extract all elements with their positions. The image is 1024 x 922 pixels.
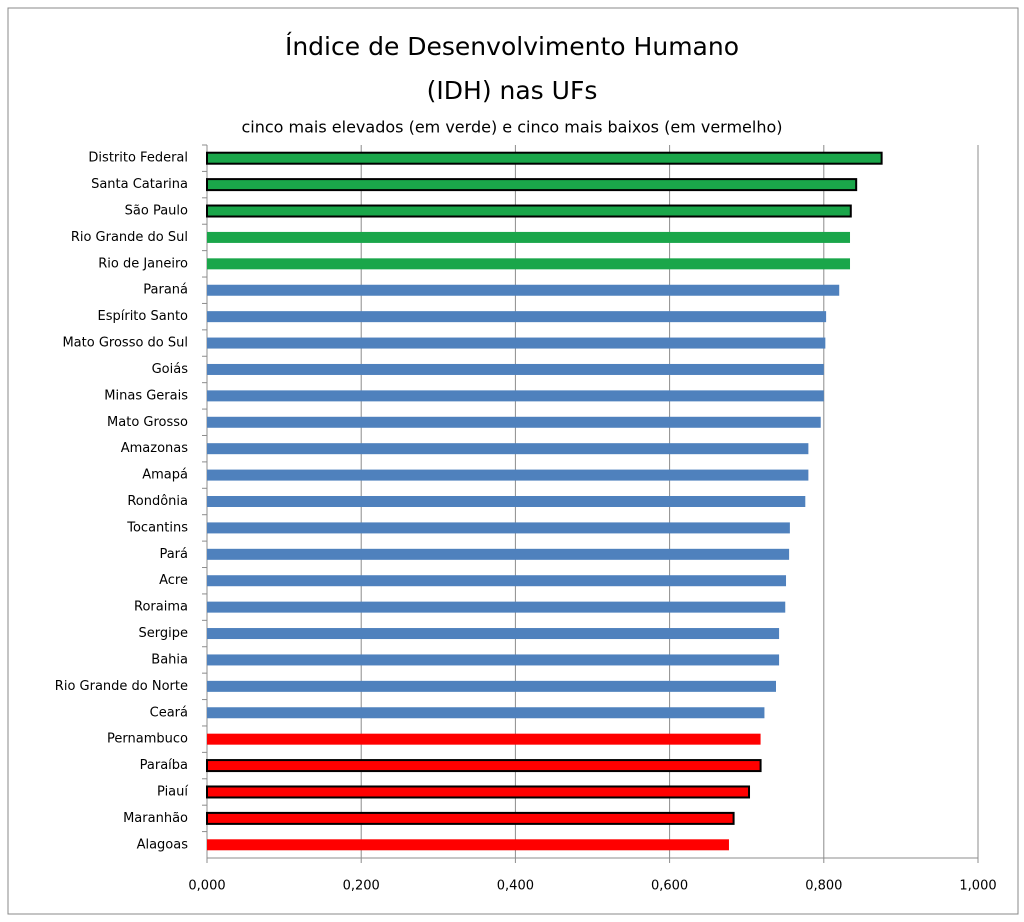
y-tick-label: Tocantins bbox=[126, 520, 188, 535]
bar bbox=[207, 231, 851, 243]
y-tick-label: Piauí bbox=[157, 784, 188, 799]
y-tick-label: Amazonas bbox=[121, 441, 189, 456]
y-tick-label: Espírito Santo bbox=[98, 309, 189, 324]
y-tick-label: Mato Grosso do Sul bbox=[62, 336, 188, 351]
x-tick-label: 0,800 bbox=[805, 879, 842, 894]
y-tick-label: Rondônia bbox=[127, 494, 188, 509]
bar bbox=[207, 707, 765, 719]
bar bbox=[206, 178, 858, 192]
y-tick-label: Minas Gerais bbox=[104, 388, 188, 403]
bar bbox=[207, 575, 787, 587]
chart-title: (IDH) nas UFs bbox=[427, 76, 598, 105]
bar bbox=[207, 628, 780, 640]
bar bbox=[207, 363, 824, 375]
y-tick-label: Santa Catarina bbox=[91, 177, 188, 192]
y-tick-label: Mato Grosso bbox=[107, 415, 188, 430]
bar bbox=[207, 443, 809, 455]
y-tick-label: Sergipe bbox=[139, 626, 188, 641]
bar bbox=[207, 284, 840, 296]
bar bbox=[206, 811, 735, 825]
y-tick-label: Goiás bbox=[152, 362, 189, 377]
x-tick-label: 0,600 bbox=[651, 879, 688, 894]
bar bbox=[206, 151, 883, 165]
bar bbox=[207, 601, 786, 613]
y-tick-label: Rio de Janeiro bbox=[98, 256, 188, 271]
y-tick-label: Roraima bbox=[134, 600, 188, 615]
x-tick-label: 0,400 bbox=[497, 879, 534, 894]
y-tick-label: Pará bbox=[159, 547, 188, 562]
bar bbox=[207, 390, 824, 402]
bar bbox=[207, 680, 776, 692]
chart-border bbox=[7, 7, 1019, 915]
y-tick-label: Paraná bbox=[143, 283, 188, 298]
bar bbox=[207, 469, 809, 481]
chart-subtitle: cinco mais elevados (em verde) e cinco m… bbox=[241, 118, 782, 137]
bar bbox=[207, 654, 780, 666]
y-tick-label: Amapá bbox=[142, 468, 188, 483]
x-tick-label: 1,000 bbox=[959, 879, 996, 894]
y-tick-label: Maranhão bbox=[123, 811, 188, 826]
y-tick-label: São Paulo bbox=[125, 204, 188, 219]
chart-title: Índice de Desenvolvimento Humano bbox=[285, 32, 739, 61]
bar bbox=[207, 311, 827, 323]
bar bbox=[207, 733, 761, 745]
bar bbox=[206, 759, 762, 773]
y-tick-label: Acre bbox=[159, 573, 188, 588]
bar bbox=[206, 204, 852, 218]
x-tick-label: 0,000 bbox=[188, 879, 225, 894]
y-tick-label: Ceará bbox=[150, 705, 188, 720]
y-tick-label: Paraíba bbox=[140, 758, 188, 773]
y-tick-label: Alagoas bbox=[137, 837, 189, 852]
bar bbox=[207, 416, 821, 428]
x-tick-label: 0,200 bbox=[343, 879, 380, 894]
bar bbox=[206, 785, 751, 799]
bar bbox=[207, 337, 826, 349]
y-tick-label: Pernambuco bbox=[107, 732, 188, 747]
bar bbox=[207, 496, 806, 507]
y-tick-label: Distrito Federal bbox=[88, 151, 188, 166]
y-tick-label: Bahia bbox=[151, 652, 188, 667]
bar bbox=[207, 522, 790, 534]
y-tick-label: Rio Grande do Norte bbox=[55, 679, 188, 694]
y-tick-label: Rio Grande do Sul bbox=[71, 230, 188, 245]
bar bbox=[207, 839, 729, 851]
bar bbox=[207, 258, 851, 270]
bar bbox=[207, 548, 790, 560]
